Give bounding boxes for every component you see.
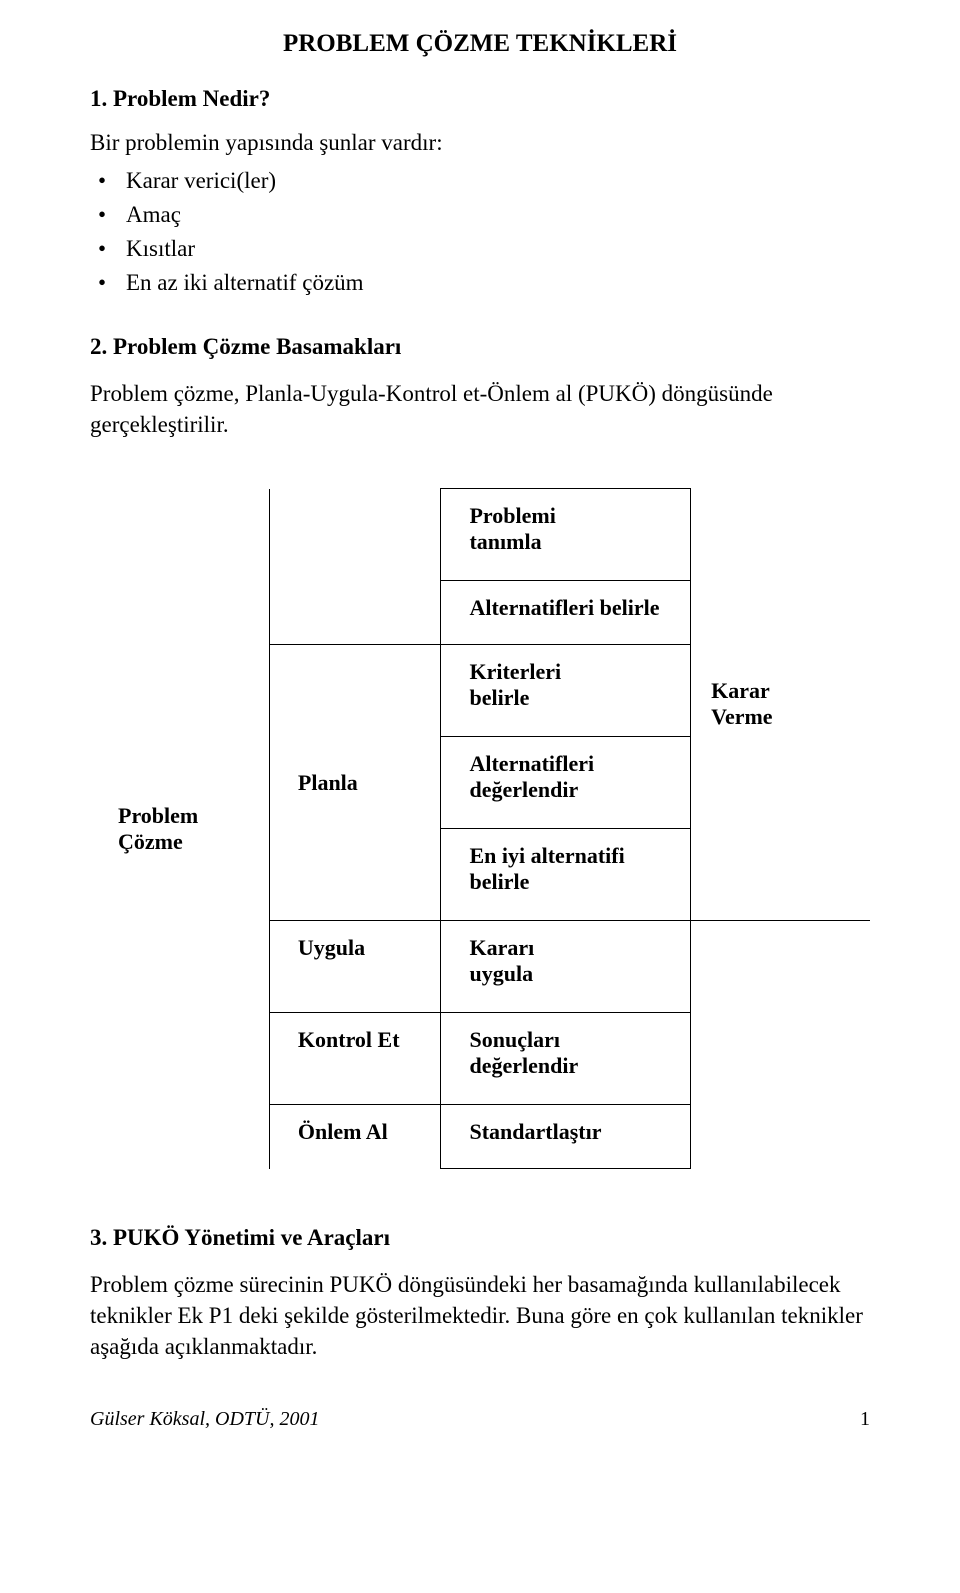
cell-col3-r5: En iyi alternatifi belirle	[441, 829, 691, 921]
cell-col3-r3: Kriterleri belirle	[441, 645, 691, 737]
cell-text: değerlendir	[469, 1053, 578, 1078]
cell-text: Uygula	[298, 935, 365, 960]
cell-text: Problemi	[469, 503, 555, 528]
cell-col2-r8: Önlem Al	[269, 1105, 441, 1169]
cell-text: Kararı	[469, 935, 534, 960]
cell-col2-r3: Planla	[269, 645, 441, 921]
cell-text: Karar	[711, 678, 770, 703]
list-item: Amaç	[96, 202, 870, 228]
cell-col3-r2: Alternatifleri belirle	[441, 581, 691, 645]
page-title: PROBLEM ÇÖZME TEKNİKLERİ	[90, 30, 870, 58]
cell-text: Kontrol Et	[298, 1027, 400, 1052]
cell-col3-r4: Alternatifleri değerlendir	[441, 737, 691, 829]
cell-text: Alternatifleri belirle	[469, 595, 659, 620]
cell-text: belirle	[469, 685, 529, 710]
section-1-heading: 1. Problem Nedir?	[90, 86, 870, 112]
document-page: PROBLEM ÇÖZME TEKNİKLERİ 1. Problem Nedi…	[0, 0, 960, 1461]
section-1-lead: Bir problemin yapısında şunlar vardır:	[90, 130, 870, 156]
cell-col3-r7: Sonuçları değerlendir	[441, 1013, 691, 1105]
cell-text: Planla	[298, 770, 358, 795]
cell-col2-empty	[269, 489, 441, 645]
cell-text: Kriterleri	[469, 659, 561, 684]
cell-text: Standartlaştır	[469, 1119, 601, 1144]
section-2-body: Problem çözme, Planla-Uygula-Kontrol et-…	[90, 378, 870, 440]
cell-text: tanımla	[469, 529, 541, 554]
list-item: En az iki alternatif çözüm	[96, 270, 870, 296]
footer-page-number: 1	[860, 1408, 870, 1431]
cell-col2-r7: Kontrol Et	[269, 1013, 441, 1105]
section-1-list: Karar verici(ler) Amaç Kısıtlar En az ik…	[90, 168, 870, 296]
cell-text: Alternatifleri	[469, 751, 594, 776]
table-row: Problem Çözme Problemi tanımla Karar Ver…	[90, 489, 870, 581]
list-item: Kısıtlar	[96, 236, 870, 262]
cell-col1: Problem Çözme	[90, 489, 269, 1169]
section-3-body: Problem çözme sürecinin PUKÖ döngüsündek…	[90, 1269, 870, 1362]
cell-col3-r6: Kararı uygula	[441, 921, 691, 1013]
cell-text: Sonuçları	[469, 1027, 559, 1052]
section-3-heading: 3. PUKÖ Yönetimi ve Araçları	[90, 1225, 870, 1251]
puko-table-wrap: Problem Çözme Problemi tanımla Karar Ver…	[90, 488, 870, 1169]
cell-text: Önlem Al	[298, 1119, 388, 1144]
footer-author: Gülser Köksal, ODTÜ, 2001	[90, 1408, 319, 1431]
cell-text: uygula	[469, 961, 533, 986]
cell-col4: Karar Verme	[691, 489, 870, 921]
cell-text: En iyi alternatifi	[469, 843, 624, 868]
cell-text: belirle	[469, 869, 529, 894]
cell-text: Problem	[118, 803, 198, 828]
cell-col2-r6: Uygula	[269, 921, 441, 1013]
puko-table: Problem Çözme Problemi tanımla Karar Ver…	[90, 488, 870, 1169]
cell-col3-r8: Standartlaştır	[441, 1105, 691, 1169]
page-footer: Gülser Köksal, ODTÜ, 2001 1	[90, 1408, 870, 1431]
section-2-heading: 2. Problem Çözme Basamakları	[90, 334, 870, 360]
cell-col4-empty	[691, 921, 870, 1169]
cell-col3-r1: Problemi tanımla	[441, 489, 691, 581]
list-item: Karar verici(ler)	[96, 168, 870, 194]
cell-text: Çözme	[118, 829, 183, 854]
cell-text: Verme	[711, 704, 773, 729]
cell-text: değerlendir	[469, 777, 578, 802]
